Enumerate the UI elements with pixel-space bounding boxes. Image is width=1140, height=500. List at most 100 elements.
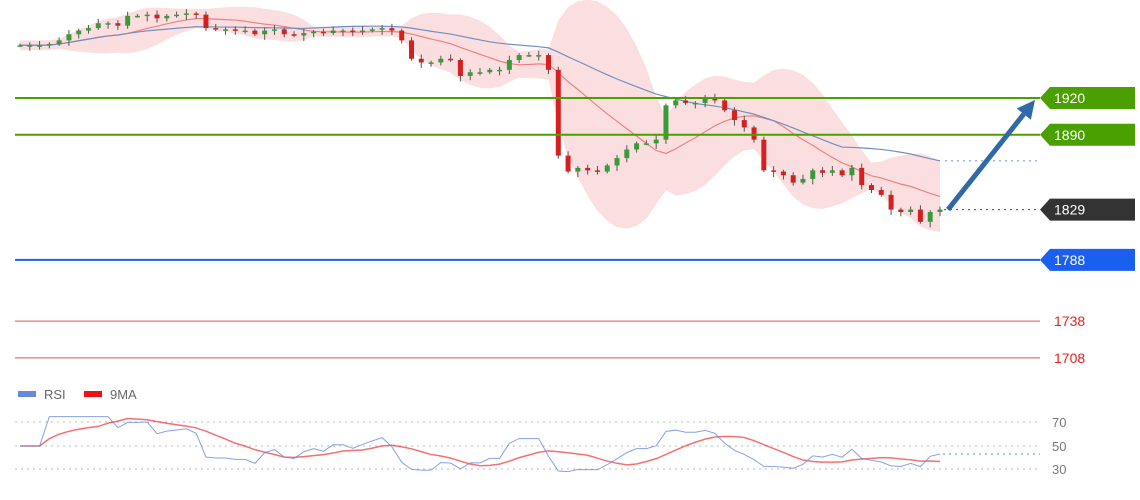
candle	[76, 28, 82, 39]
candle	[340, 28, 346, 37]
candle	[389, 23, 395, 35]
candle	[487, 67, 493, 75]
candle	[516, 53, 522, 64]
candle	[663, 103, 669, 144]
candle	[555, 66, 561, 159]
candle	[506, 55, 512, 75]
candle	[125, 11, 131, 29]
candle	[477, 67, 483, 76]
candle	[17, 43, 23, 48]
slow-ma-line	[20, 25, 941, 162]
candle	[820, 167, 826, 178]
level-tag	[1040, 248, 1135, 271]
ma-legend-swatch	[84, 391, 102, 397]
candle	[878, 186, 884, 197]
candle	[565, 151, 571, 174]
level-1920: 1920	[15, 87, 1135, 109]
candle	[448, 54, 454, 62]
candle	[408, 37, 414, 61]
level-label: 1738	[1054, 313, 1085, 329]
level-1708: 1708	[15, 350, 1085, 366]
candle	[115, 20, 121, 30]
candle	[56, 37, 62, 46]
band-area	[20, 0, 940, 232]
candle	[800, 174, 806, 185]
level-1738: 1738	[15, 313, 1085, 329]
moving-averages	[20, 18, 1040, 198]
fast-ma-line	[20, 18, 941, 198]
arrow-head	[1016, 100, 1035, 120]
candle	[643, 140, 649, 146]
candle	[232, 26, 238, 35]
candle	[604, 163, 610, 174]
candle	[350, 27, 356, 37]
candle	[546, 53, 552, 75]
candle	[262, 27, 268, 40]
candle	[242, 26, 248, 34]
forecast-arrow	[946, 100, 1035, 212]
levels: 1920 1890 1829 1788 1738 1708	[15, 87, 1135, 366]
ma-legend-label: 9MA	[110, 387, 137, 402]
candle	[653, 135, 659, 149]
candle	[193, 11, 199, 19]
candle	[203, 11, 209, 32]
candle	[95, 18, 101, 30]
candle	[320, 28, 326, 37]
candle	[46, 42, 52, 49]
candle	[761, 136, 767, 173]
candle	[927, 210, 933, 228]
candle	[223, 27, 229, 35]
level-1788: 1788	[15, 248, 1135, 271]
rsi-line	[20, 416, 941, 473]
candle	[281, 27, 287, 38]
candle	[839, 168, 845, 178]
level-label: 1708	[1054, 350, 1085, 366]
candle	[428, 60, 434, 67]
candle	[731, 107, 737, 126]
level-label: 1920	[1054, 90, 1085, 106]
candle	[66, 29, 72, 46]
level-label: 1829	[1054, 202, 1085, 218]
level-label: 1788	[1054, 252, 1085, 268]
candle	[311, 29, 317, 38]
rsi-grid: 70 50 30	[15, 415, 1066, 477]
candle	[399, 28, 405, 44]
candle	[810, 168, 816, 185]
level-tag	[1040, 87, 1135, 109]
rsi-legend-label: RSI	[44, 387, 66, 402]
level-tag	[1040, 123, 1135, 146]
candle	[575, 166, 581, 178]
candle	[790, 172, 796, 186]
arrow-shaft	[946, 112, 1026, 212]
candle	[174, 11, 180, 18]
candle	[868, 183, 874, 194]
candle	[702, 94, 708, 108]
candle	[252, 28, 258, 37]
candle	[908, 206, 914, 216]
rsi-tick-70: 70	[1052, 415, 1066, 430]
candle	[86, 25, 92, 34]
candle	[780, 169, 786, 180]
candle	[330, 26, 336, 35]
candle	[634, 141, 640, 153]
candle	[526, 52, 532, 57]
candle	[271, 25, 277, 35]
candle	[134, 14, 140, 18]
candle	[722, 98, 728, 113]
bollinger-band	[20, 0, 940, 232]
candle	[859, 163, 865, 190]
candle	[144, 11, 150, 22]
candle	[741, 115, 747, 132]
level-label: 1890	[1054, 127, 1085, 143]
candle	[594, 166, 600, 175]
candle	[771, 166, 777, 178]
candle	[624, 145, 630, 163]
candle	[888, 190, 894, 216]
candles	[17, 9, 943, 228]
candle	[154, 10, 160, 23]
candle	[467, 69, 473, 81]
candle	[301, 28, 307, 41]
ma9-line	[20, 417, 941, 467]
candle	[829, 166, 835, 176]
